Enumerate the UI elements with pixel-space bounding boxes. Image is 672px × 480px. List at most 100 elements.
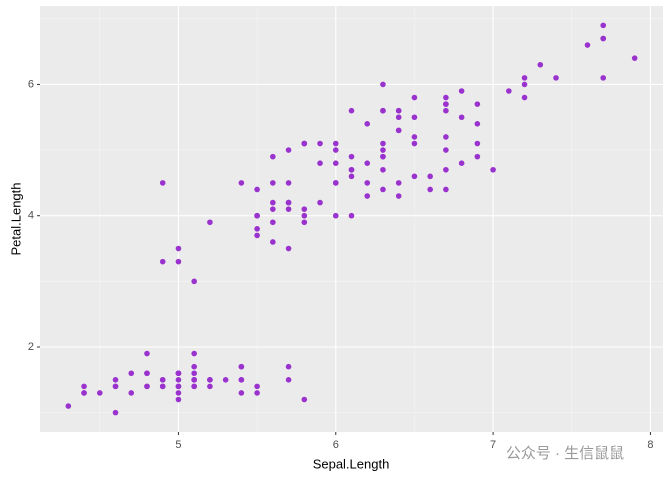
point xyxy=(443,166,449,173)
point xyxy=(159,383,166,390)
point xyxy=(443,186,449,193)
point xyxy=(285,147,292,153)
point xyxy=(521,75,528,81)
point xyxy=(380,166,386,173)
point xyxy=(270,153,276,160)
point xyxy=(285,245,292,252)
point xyxy=(521,94,528,101)
point xyxy=(81,383,87,390)
point xyxy=(395,193,402,199)
point xyxy=(506,88,512,94)
point xyxy=(285,206,292,212)
point xyxy=(427,186,433,193)
point xyxy=(474,153,481,160)
point xyxy=(364,160,371,167)
point xyxy=(112,383,119,390)
point xyxy=(270,180,276,186)
point xyxy=(128,370,135,377)
point xyxy=(144,370,150,377)
point xyxy=(301,212,308,219)
point xyxy=(364,180,371,186)
point xyxy=(191,370,197,377)
point xyxy=(270,219,276,226)
point xyxy=(380,81,386,88)
point xyxy=(207,383,213,390)
point xyxy=(395,180,402,186)
point xyxy=(159,377,166,383)
x-tick-label: 7 xyxy=(490,439,496,451)
x-axis-title: Sepal.Length xyxy=(313,456,390,471)
point xyxy=(584,42,591,48)
point xyxy=(332,140,339,147)
point xyxy=(285,180,292,186)
point xyxy=(270,199,276,206)
point xyxy=(285,377,292,383)
point xyxy=(175,383,182,390)
point xyxy=(191,363,197,370)
point xyxy=(600,75,607,81)
point xyxy=(458,160,465,167)
point xyxy=(395,114,402,121)
point xyxy=(175,396,182,403)
point xyxy=(238,377,245,383)
y-tick-label: 4 xyxy=(28,210,34,222)
point xyxy=(270,206,276,212)
point xyxy=(411,134,418,140)
point xyxy=(175,370,182,377)
point xyxy=(380,153,386,160)
point xyxy=(537,61,544,68)
point xyxy=(301,219,308,226)
point xyxy=(191,278,197,285)
point xyxy=(443,107,449,114)
point xyxy=(380,107,386,114)
point xyxy=(175,377,182,383)
panel xyxy=(40,6,663,432)
point xyxy=(254,186,260,193)
point xyxy=(348,212,355,219)
point xyxy=(364,193,371,199)
point xyxy=(254,390,260,396)
y-axis-title: Petal.Length xyxy=(8,182,23,255)
point xyxy=(207,219,213,226)
point xyxy=(254,383,260,390)
point xyxy=(144,350,150,357)
y-tick-label: 6 xyxy=(28,78,34,90)
point xyxy=(301,140,308,147)
point xyxy=(348,153,355,160)
point xyxy=(317,160,323,167)
point xyxy=(332,212,339,219)
point xyxy=(427,173,433,180)
point xyxy=(144,383,150,390)
point xyxy=(395,107,402,114)
x-tick-label: 6 xyxy=(333,439,339,451)
point xyxy=(458,114,465,121)
point xyxy=(474,140,481,147)
point xyxy=(254,232,260,239)
point xyxy=(96,390,103,396)
point xyxy=(490,166,496,173)
point xyxy=(411,173,418,180)
point xyxy=(81,390,87,396)
point xyxy=(191,350,197,357)
point xyxy=(317,199,323,206)
point xyxy=(285,363,292,370)
point xyxy=(348,173,355,180)
point xyxy=(380,186,386,193)
point xyxy=(254,226,260,232)
point xyxy=(238,390,245,396)
point xyxy=(348,107,355,114)
point xyxy=(254,212,260,219)
point xyxy=(332,160,339,167)
point xyxy=(553,75,559,81)
point xyxy=(474,101,481,107)
points xyxy=(65,22,638,416)
point xyxy=(112,409,119,416)
point xyxy=(159,180,166,186)
point xyxy=(175,390,182,396)
point xyxy=(317,140,323,147)
point xyxy=(65,403,72,409)
point xyxy=(128,390,135,396)
point xyxy=(348,166,355,173)
point xyxy=(443,94,449,101)
